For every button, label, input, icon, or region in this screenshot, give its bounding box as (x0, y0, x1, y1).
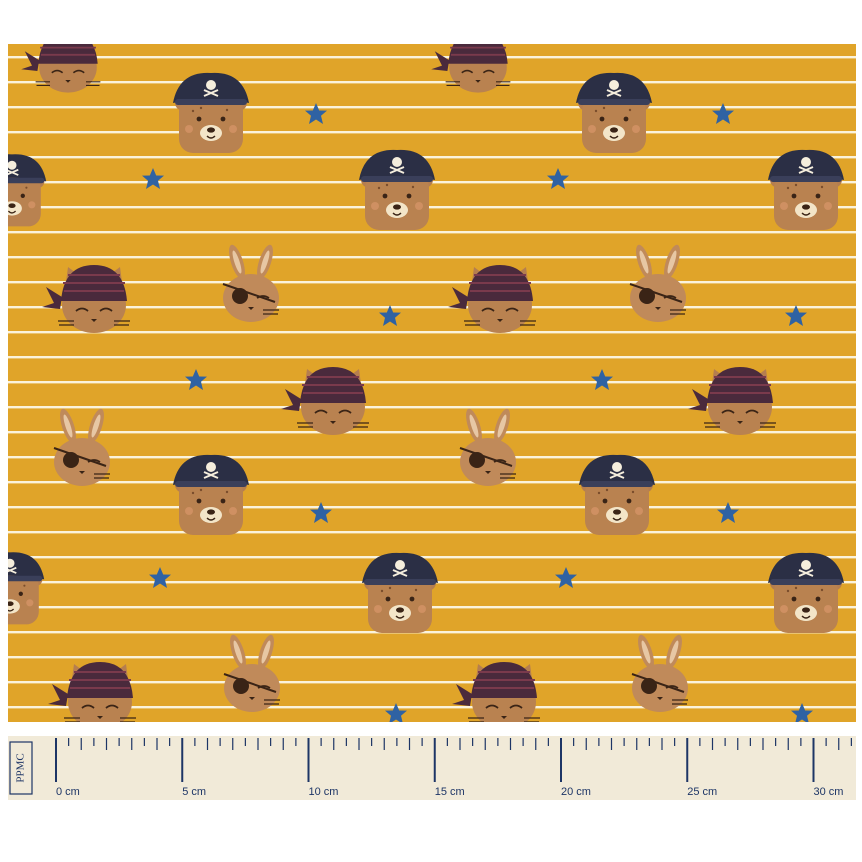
stripe (8, 531, 856, 534)
ruler-brand: PPMC (15, 753, 27, 782)
stripe (8, 306, 856, 309)
ruler-body (8, 736, 856, 800)
pirate-bear-motif (172, 71, 250, 154)
stripe (8, 231, 856, 234)
stripe (8, 556, 856, 559)
pirate-bear-motif (767, 551, 845, 634)
ruler-label: 25 cm (687, 786, 717, 798)
pirate-bear-motif (361, 551, 439, 634)
stripe (8, 381, 856, 384)
ruler: PPMC 0 cm 5 cm 10 cm 15 cm 20 cm 25 cm 30 cm (8, 736, 856, 800)
pirate-bear-motif (358, 148, 436, 231)
pirate-bear-motif (767, 148, 845, 231)
stripe (8, 431, 856, 434)
pirate-bear-motif (172, 453, 250, 536)
ruler-label: 15 cm (435, 786, 465, 798)
ruler-label: 5 cm (182, 786, 206, 798)
stripe (8, 81, 856, 84)
stripe (8, 106, 856, 109)
ruler-label: 30 cm (814, 786, 844, 798)
stripe (8, 56, 856, 59)
pirate-bear-motif (578, 453, 656, 536)
stripe (8, 506, 856, 509)
stripe (8, 281, 856, 284)
stripe (8, 481, 856, 484)
stripe (8, 681, 856, 684)
fabric-swatch (8, 44, 856, 722)
stripe (8, 706, 856, 709)
stripe (8, 356, 856, 359)
ruler-ticks (55, 738, 852, 782)
stripe (8, 656, 856, 659)
stripe (8, 156, 856, 159)
ruler-brand-box (9, 741, 33, 795)
ruler-label: 20 cm (561, 786, 591, 798)
stripe (8, 206, 856, 209)
ruler-labels: 0 cm 5 cm 10 cm 15 cm 20 cm 25 cm 30 cm (56, 786, 843, 798)
stripe (8, 256, 856, 259)
ruler-label: 0 cm (56, 786, 80, 798)
pirate-bear-motif (575, 71, 653, 154)
stripe (8, 131, 856, 134)
stripe (8, 456, 856, 459)
stripe (8, 406, 856, 409)
stripe (8, 331, 856, 334)
stripe (8, 631, 856, 634)
ruler-label: 10 cm (309, 786, 339, 798)
